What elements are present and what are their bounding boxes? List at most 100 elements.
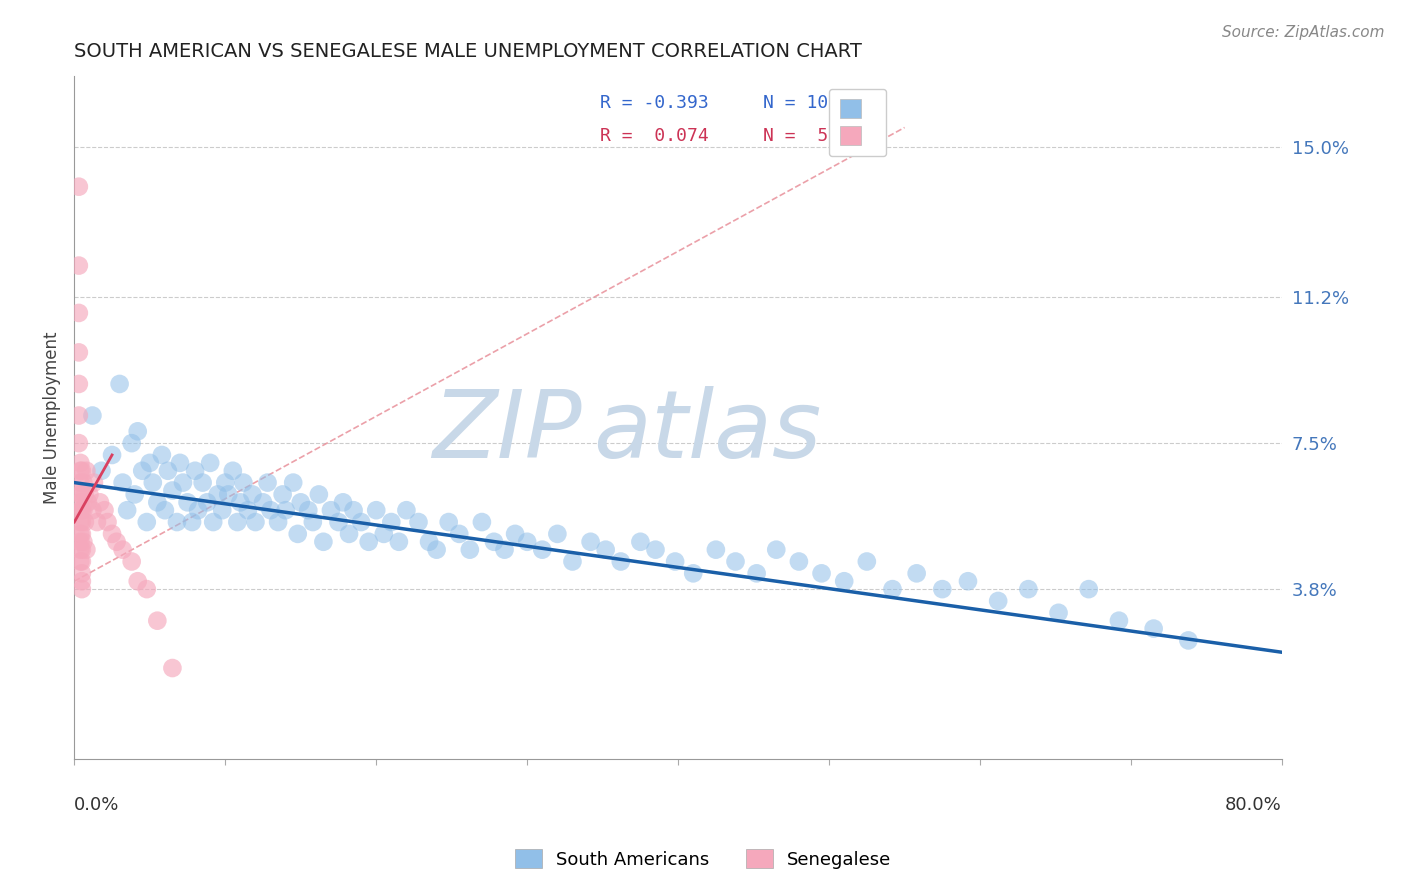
Point xyxy=(142,475,165,490)
Point xyxy=(67,436,90,450)
Text: N =  51: N = 51 xyxy=(762,127,839,145)
Point xyxy=(135,515,157,529)
Point xyxy=(67,179,90,194)
Point xyxy=(256,475,278,490)
Point xyxy=(516,534,538,549)
Point xyxy=(153,503,176,517)
Point xyxy=(101,448,124,462)
Text: 80.0%: 80.0% xyxy=(1225,797,1282,814)
Point xyxy=(101,527,124,541)
Point xyxy=(531,542,554,557)
Point xyxy=(644,542,666,557)
Point xyxy=(787,554,810,568)
Point xyxy=(69,534,91,549)
Point xyxy=(211,503,233,517)
Point xyxy=(1077,582,1099,596)
Text: R = -0.393: R = -0.393 xyxy=(599,94,709,112)
Point xyxy=(124,487,146,501)
Point xyxy=(83,475,105,490)
Point xyxy=(319,503,342,517)
Point xyxy=(229,495,252,509)
Point xyxy=(437,515,460,529)
Point xyxy=(217,487,239,501)
Point xyxy=(745,566,768,581)
Point xyxy=(214,475,236,490)
Point xyxy=(236,503,259,517)
Point xyxy=(882,582,904,596)
Point xyxy=(724,554,747,568)
Point xyxy=(69,503,91,517)
Point xyxy=(628,534,651,549)
Point xyxy=(67,259,90,273)
Point xyxy=(232,475,254,490)
Point xyxy=(458,542,481,557)
Point xyxy=(856,554,879,568)
Point xyxy=(67,345,90,359)
Point xyxy=(1177,633,1199,648)
Point xyxy=(69,487,91,501)
Point xyxy=(69,542,91,557)
Point xyxy=(135,582,157,596)
Point xyxy=(75,464,97,478)
Text: Source: ZipAtlas.com: Source: ZipAtlas.com xyxy=(1222,25,1385,40)
Point xyxy=(172,475,194,490)
Point xyxy=(494,542,516,557)
Point xyxy=(96,515,118,529)
Point xyxy=(561,554,583,568)
Text: SOUTH AMERICAN VS SENEGALESE MALE UNEMPLOYMENT CORRELATION CHART: SOUTH AMERICAN VS SENEGALESE MALE UNEMPL… xyxy=(75,42,862,61)
Point xyxy=(956,574,979,589)
Point xyxy=(69,475,91,490)
Point xyxy=(187,503,209,517)
Point xyxy=(131,464,153,478)
Point xyxy=(252,495,274,509)
Point xyxy=(73,515,96,529)
Point xyxy=(191,475,214,490)
Point xyxy=(328,515,350,529)
Point xyxy=(332,495,354,509)
Point xyxy=(682,566,704,581)
Point xyxy=(70,542,93,557)
Point xyxy=(342,503,364,517)
Text: N = 105: N = 105 xyxy=(762,94,839,112)
Point xyxy=(337,527,360,541)
Point xyxy=(73,487,96,501)
Point xyxy=(1017,582,1039,596)
Point xyxy=(72,534,94,549)
Point xyxy=(181,515,204,529)
Point xyxy=(70,515,93,529)
Point xyxy=(70,582,93,596)
Point xyxy=(350,515,373,529)
Point xyxy=(72,475,94,490)
Point xyxy=(121,436,143,450)
Point xyxy=(82,503,104,517)
Point xyxy=(89,495,111,509)
Text: ZIP: ZIP xyxy=(432,385,582,476)
Point xyxy=(111,475,134,490)
Point xyxy=(72,503,94,517)
Point xyxy=(482,534,505,549)
Point xyxy=(267,515,290,529)
Point xyxy=(70,554,93,568)
Y-axis label: Male Unemployment: Male Unemployment xyxy=(44,331,60,504)
Point xyxy=(176,495,198,509)
Point xyxy=(127,425,149,439)
Point xyxy=(271,487,294,501)
Point xyxy=(704,542,727,557)
Point xyxy=(75,542,97,557)
Point xyxy=(162,661,184,675)
Point xyxy=(610,554,633,568)
Point xyxy=(1047,606,1070,620)
Point xyxy=(156,464,179,478)
Legend: , : , xyxy=(828,88,887,156)
Point xyxy=(70,566,93,581)
Point xyxy=(312,534,335,549)
Point xyxy=(79,487,101,501)
Point xyxy=(70,527,93,541)
Point xyxy=(765,542,787,557)
Point xyxy=(274,503,297,517)
Point xyxy=(139,456,162,470)
Point xyxy=(297,503,319,517)
Point xyxy=(69,495,91,509)
Point xyxy=(1108,614,1130,628)
Point xyxy=(471,515,494,529)
